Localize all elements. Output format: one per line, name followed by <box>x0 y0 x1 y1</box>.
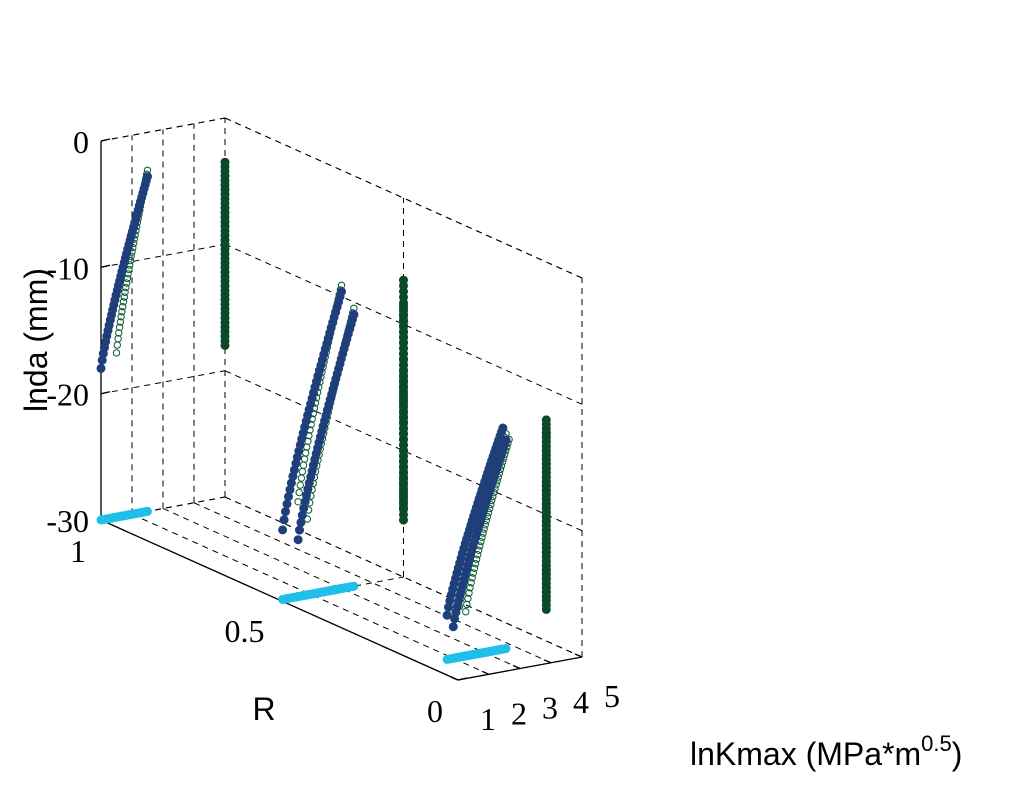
x-axis-label-close: ) <box>952 736 963 772</box>
z-tick-mark <box>100 391 111 395</box>
fitted-point <box>286 478 296 488</box>
experimental-point <box>465 589 473 597</box>
x-tick-mark <box>512 664 521 670</box>
x-tick-label: 1 <box>480 701 496 737</box>
experimental-point <box>115 329 123 337</box>
fitted-point <box>448 622 458 632</box>
experimental-point <box>119 303 127 311</box>
experimental-point <box>463 600 471 609</box>
fitted-point <box>442 610 452 620</box>
x-tick-mark <box>450 676 459 681</box>
experimental-point <box>294 498 302 506</box>
experimental-point <box>114 335 122 343</box>
grid-lines <box>100 117 583 681</box>
x-tick-label: 5 <box>604 678 620 714</box>
experimental-point <box>295 488 303 497</box>
floor-projection-point <box>337 584 346 593</box>
wall-projection-series <box>220 157 551 614</box>
z-tick-label: -20 <box>46 377 89 413</box>
fitted-point <box>279 515 289 525</box>
experimental-point <box>468 574 476 582</box>
r-tick-label: 0.5 <box>225 613 265 649</box>
experimental-point <box>470 564 479 572</box>
experimental-point <box>467 579 475 587</box>
experimental-point <box>300 455 309 463</box>
fitted-series <box>96 172 511 632</box>
fitted-point <box>501 435 511 445</box>
wall-projection-point <box>220 157 230 167</box>
wall-projection-point <box>541 415 551 425</box>
experimental-point <box>469 569 477 577</box>
experimental-point <box>464 594 472 603</box>
fitted-point <box>293 535 303 545</box>
z-tick-mark <box>100 138 111 142</box>
x-tick-mark <box>543 659 552 664</box>
wall-projection-point <box>399 275 408 285</box>
z-tick-label: -10 <box>46 250 89 286</box>
fitted-point <box>498 423 508 433</box>
fitted-point <box>285 485 295 495</box>
experimental-point <box>119 298 128 306</box>
fitted-point <box>284 492 293 502</box>
experimental-point <box>297 474 306 482</box>
x-axis-label-main: lnKmax (MPa*m <box>690 736 921 772</box>
experimental-point <box>121 288 129 296</box>
z-tick-mark <box>100 264 111 268</box>
x-tick-label: 2 <box>511 695 527 731</box>
fitted-point <box>281 507 290 517</box>
x-axis-label: lnKmax (MPa*m0.5) <box>690 731 962 772</box>
experimental-point <box>112 349 121 357</box>
experimental-point <box>466 584 474 592</box>
experimental-point <box>298 467 307 476</box>
experimental-point <box>115 323 124 331</box>
experimental-point <box>299 461 308 469</box>
r-tick-label: 1 <box>70 533 86 569</box>
fitted-point <box>297 510 307 520</box>
fitted-point <box>282 499 292 509</box>
floor-projection-point <box>349 581 359 591</box>
experimental-point <box>302 449 310 457</box>
floor-projection-point <box>501 644 511 653</box>
experimental-point <box>122 283 130 292</box>
z-axis-label: lnda (mm) <box>18 268 54 412</box>
x-tick-mark <box>574 653 583 658</box>
experimental-point <box>296 481 304 489</box>
r-tick-mark <box>457 677 468 681</box>
fitted-point <box>278 525 288 535</box>
x-axis-label-sup: 0.5 <box>921 731 952 756</box>
experimental-point <box>116 318 125 326</box>
x-tick-label: 4 <box>573 684 589 720</box>
fitted-point <box>337 287 346 297</box>
x-tick-mark <box>481 670 490 675</box>
tick-labels: 1 2 3 4 500.51-30-20-100 <box>46 124 620 737</box>
floor-projection-point <box>143 506 152 516</box>
experimental-point <box>462 608 470 616</box>
y-axis-label: R <box>252 691 275 727</box>
x-tick-label: 3 <box>542 690 558 726</box>
floor-projection-series <box>96 506 511 664</box>
experimental-point <box>120 293 129 301</box>
r-tick-label: 0 <box>427 693 443 729</box>
fitted-point <box>349 310 359 320</box>
experimental-point <box>113 341 122 349</box>
experimental-point <box>117 313 125 321</box>
z-tick-label: -30 <box>46 503 89 539</box>
z-tick-label: 0 <box>73 124 89 160</box>
experimental-point <box>471 560 480 568</box>
fitted-point <box>143 172 152 182</box>
axes-box <box>100 138 583 681</box>
experimental-point <box>118 308 126 316</box>
fitted-point <box>296 517 306 527</box>
fitted-point <box>96 363 106 373</box>
fitted-point <box>295 525 304 535</box>
